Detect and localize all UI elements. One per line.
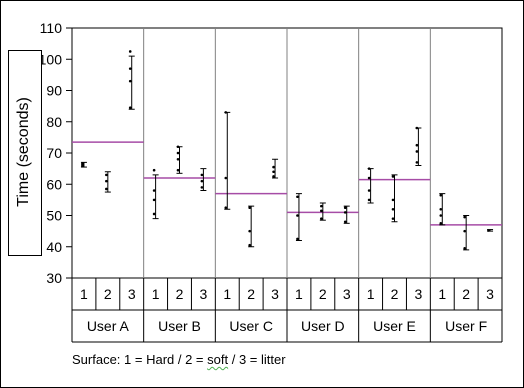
- data-point: [415, 150, 419, 153]
- surface-label: 1: [223, 286, 231, 302]
- y-axis-label: Time (seconds): [15, 97, 32, 207]
- surface-label: 3: [343, 286, 351, 302]
- surface-label: 1: [80, 286, 88, 302]
- data-point: [200, 179, 204, 183]
- data-point: [272, 165, 275, 169]
- surface-label: 3: [414, 286, 422, 302]
- y-tick-label: 30: [46, 270, 62, 286]
- data-point: [463, 229, 466, 233]
- user-label: User B: [158, 318, 201, 334]
- data-point: [248, 206, 251, 209]
- surface-label: 2: [462, 286, 470, 302]
- surface-label: 3: [271, 286, 279, 302]
- data-point: [81, 162, 84, 165]
- data-point: [415, 126, 419, 130]
- data-point: [343, 220, 347, 224]
- data-point: [391, 207, 395, 211]
- y-tick-label: 100: [39, 51, 63, 67]
- surface-label: 3: [486, 286, 494, 302]
- data-point: [367, 167, 371, 170]
- data-point: [320, 217, 323, 220]
- data-point: [176, 157, 180, 161]
- data-point: [463, 247, 466, 250]
- surface-label: 2: [104, 286, 112, 302]
- data-point: [248, 243, 251, 247]
- surface-label: 2: [247, 286, 255, 302]
- data-point: [391, 217, 395, 220]
- data-point: [367, 176, 371, 180]
- data-point: [367, 198, 371, 202]
- data-point: [463, 215, 466, 219]
- data-point: [128, 79, 132, 83]
- y-tick-label: 90: [46, 83, 62, 99]
- y-tick-label: 60: [46, 176, 62, 192]
- data-point: [105, 173, 108, 177]
- surface-label: 3: [199, 286, 207, 302]
- data-point: [176, 168, 180, 172]
- data-point: [439, 207, 443, 211]
- surface-label: 2: [176, 286, 184, 302]
- data-point: [128, 67, 132, 70]
- data-point: [296, 237, 299, 241]
- data-point: [128, 106, 132, 109]
- y-tick-label: 80: [46, 114, 62, 130]
- y-tick-label: 70: [46, 145, 62, 161]
- user-label: User F: [445, 318, 487, 334]
- data-point: [224, 176, 228, 180]
- data-point: [487, 229, 490, 232]
- data-point: [367, 189, 371, 192]
- footnote-prefix: Surface: 1 = Hard / 2 =: [72, 352, 208, 367]
- user-label: User D: [301, 318, 345, 334]
- y-tick-label: 40: [46, 239, 62, 255]
- surface-label: 1: [295, 286, 303, 302]
- data-point: [272, 170, 275, 174]
- data-point: [176, 145, 180, 149]
- surface-label: 3: [128, 286, 136, 302]
- data-point: [248, 229, 251, 233]
- surface-label: 2: [319, 286, 327, 302]
- data-point: [439, 222, 443, 225]
- data-point: [343, 206, 347, 209]
- user-label: User C: [229, 318, 273, 334]
- data-point: [320, 209, 323, 213]
- data-point: [439, 193, 443, 197]
- y-axis-label-box: [8, 50, 42, 256]
- y-tick-label: 50: [46, 208, 62, 224]
- data-point: [272, 175, 275, 178]
- data-point: [176, 151, 180, 155]
- data-point: [152, 189, 156, 192]
- user-label: User A: [87, 318, 130, 334]
- user-label: User E: [373, 318, 416, 334]
- surface-label: 1: [152, 286, 160, 302]
- data-point: [200, 173, 204, 177]
- data-point: [439, 214, 443, 217]
- data-point: [415, 161, 419, 164]
- surface-label: 1: [367, 286, 375, 302]
- surface-label: 2: [391, 286, 399, 302]
- surface-label: 1: [438, 286, 446, 302]
- data-point: [224, 206, 228, 209]
- data-point: [296, 214, 299, 217]
- data-point: [391, 175, 395, 178]
- data-point: [224, 111, 228, 114]
- data-point: [152, 212, 156, 216]
- data-point: [152, 198, 156, 202]
- y-tick-label: 110: [40, 20, 63, 36]
- data-point: [200, 186, 204, 189]
- data-point: [105, 187, 108, 191]
- footnote-soft-word: soft: [207, 352, 229, 367]
- data-point: [152, 168, 156, 172]
- data-point: [128, 50, 132, 53]
- surface-legend-note: Surface: 1 = Hard / 2 = soft / 3 = litte…: [72, 352, 286, 367]
- data-point: [296, 195, 299, 199]
- data-point: [105, 179, 108, 183]
- data-point: [415, 143, 419, 147]
- data-point: [343, 211, 347, 214]
- data-point: [320, 204, 323, 208]
- data-point: [391, 198, 395, 202]
- footnote-suffix: / 3 = litter: [228, 352, 286, 367]
